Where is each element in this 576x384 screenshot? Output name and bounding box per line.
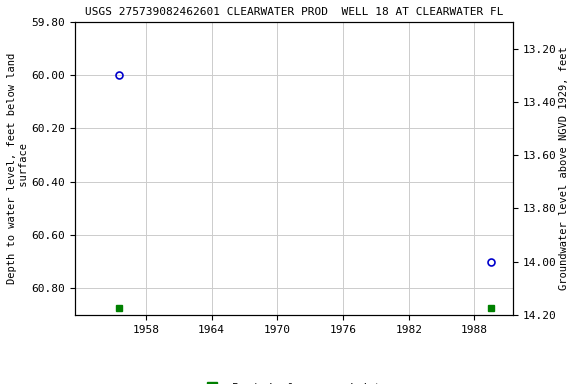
Legend: Period of approved data: Period of approved data: [196, 378, 392, 384]
Y-axis label: Depth to water level, feet below land
 surface: Depth to water level, feet below land su…: [7, 53, 29, 284]
Y-axis label: Groundwater level above NGVD 1929, feet: Groundwater level above NGVD 1929, feet: [559, 46, 569, 290]
Title: USGS 275739082462601 CLEARWATER PROD  WELL 18 AT CLEARWATER FL: USGS 275739082462601 CLEARWATER PROD WEL…: [85, 7, 503, 17]
